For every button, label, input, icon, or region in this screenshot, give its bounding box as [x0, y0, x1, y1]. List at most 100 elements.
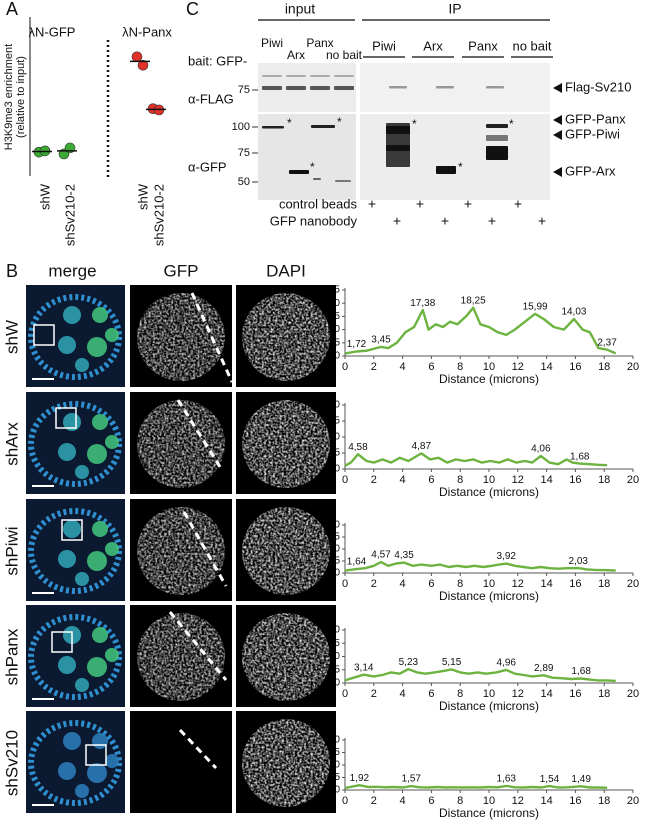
row-label: shSv210 — [2, 730, 21, 796]
x-tick-label: 12 — [512, 578, 524, 590]
x-tick-label: 16 — [569, 688, 581, 700]
x-tick-label: 6 — [428, 795, 434, 807]
band — [262, 75, 282, 77]
condition-label: GFP nanobody — [270, 213, 358, 228]
panel-letter: B — [6, 261, 18, 281]
y-tick-label: 5 — [334, 337, 340, 348]
condition-mark: + — [416, 196, 424, 212]
nucleus — [63, 732, 81, 750]
x-tick-label: 6 — [428, 578, 434, 590]
arrowhead — [553, 83, 562, 93]
x-tick-label: 14 — [540, 688, 552, 700]
asterisk: * — [310, 160, 315, 174]
row-label: shArx — [2, 422, 21, 466]
x-tick-label: 12 — [512, 688, 524, 700]
band — [389, 86, 407, 89]
value-label: 4,06 — [531, 444, 551, 455]
y-tick-label: 0 — [334, 464, 340, 475]
arrowhead — [553, 167, 562, 177]
x-axis-label: Distance (microns) — [439, 699, 539, 713]
band — [286, 86, 306, 90]
target-label: Flag-Sv210 — [565, 79, 631, 94]
target-label: GFP-Arx — [565, 163, 616, 178]
y-tick-label: 0 — [334, 568, 340, 579]
x-tick-label: 14 — [540, 361, 552, 373]
lane-label: Panx — [306, 36, 333, 50]
x-tick-label: 8 — [457, 361, 463, 373]
nucleus-signal — [242, 400, 330, 488]
x-tick-label: shSv210-2 — [62, 184, 77, 246]
condition-mark: + — [441, 213, 449, 229]
value-label: 3,45 — [371, 335, 391, 346]
group-label: λN-GFP — [29, 24, 76, 39]
x-tick-label: 6 — [428, 361, 434, 373]
value-label: 4,58 — [348, 442, 368, 453]
x-tick-label: 2 — [371, 688, 377, 700]
x-tick-label: 16 — [569, 578, 581, 590]
value-label: 3,14 — [354, 662, 374, 673]
marker-label: 75 — [238, 84, 250, 96]
nucleus — [92, 307, 108, 323]
band — [335, 180, 351, 182]
marker-label: 75 — [238, 147, 250, 159]
condition-mark: + — [538, 213, 546, 229]
egg-outline — [28, 508, 122, 594]
band — [486, 146, 508, 160]
x-tick-label: 0 — [342, 578, 348, 590]
x-tick-label: 4 — [400, 474, 406, 486]
asterisk: * — [458, 160, 463, 174]
marker-label: 50 — [238, 176, 250, 188]
x-tick-label: 6 — [428, 474, 434, 486]
value-label: 18,25 — [461, 295, 486, 306]
value-label: 1,72 — [347, 339, 367, 350]
target-label: GFP-Piwi — [565, 126, 620, 141]
value-label: 5,15 — [442, 657, 462, 668]
x-axis-label: Distance (microns) — [439, 372, 539, 386]
condition-mark: + — [368, 196, 376, 212]
band — [436, 86, 454, 89]
nucleus-signal — [137, 613, 225, 701]
lane-label: no bait — [512, 38, 551, 53]
panel-letter: C — [186, 0, 199, 19]
arrowhead — [553, 130, 562, 140]
nucleus-signal — [242, 613, 330, 701]
condition-mark: + — [514, 196, 522, 212]
value-label: 1,54 — [540, 774, 560, 785]
nucleus — [58, 656, 76, 674]
profile-track — [178, 728, 218, 770]
row-label: shPiwi — [2, 526, 21, 575]
x-tick-label: 2 — [371, 578, 377, 590]
nucleus — [75, 678, 89, 692]
x-tick-label: 12 — [512, 474, 524, 486]
band — [311, 125, 335, 128]
nucleus — [58, 336, 76, 354]
nucleus — [92, 414, 108, 430]
band — [289, 170, 309, 174]
x-tick-label: 20 — [627, 474, 639, 486]
x-tick-label: 2 — [371, 795, 377, 807]
band — [262, 86, 282, 90]
data-point — [131, 51, 143, 63]
value-label: 2,89 — [534, 663, 554, 674]
value-label: 1,49 — [571, 774, 591, 785]
condition-mark: + — [488, 213, 496, 229]
nucleus — [92, 627, 108, 643]
zoom-box — [85, 744, 107, 766]
nucleus — [87, 444, 107, 464]
profile-line — [344, 560, 616, 572]
nucleus — [105, 542, 119, 556]
nucleus — [87, 337, 107, 357]
value-label: 17,38 — [410, 298, 435, 309]
value-label: 1,68 — [571, 666, 591, 677]
condition-label: control beads — [279, 196, 358, 211]
blot-membrane — [360, 63, 550, 112]
value-label: 2,37 — [597, 337, 617, 348]
nucleus — [75, 465, 89, 479]
x-tick-label: 18 — [598, 474, 610, 486]
column-header: DAPI — [266, 261, 306, 280]
x-tick-label: 14 — [540, 474, 552, 486]
profile-track — [190, 292, 234, 383]
nucleus — [87, 657, 107, 677]
x-tick-label: 16 — [569, 361, 581, 373]
